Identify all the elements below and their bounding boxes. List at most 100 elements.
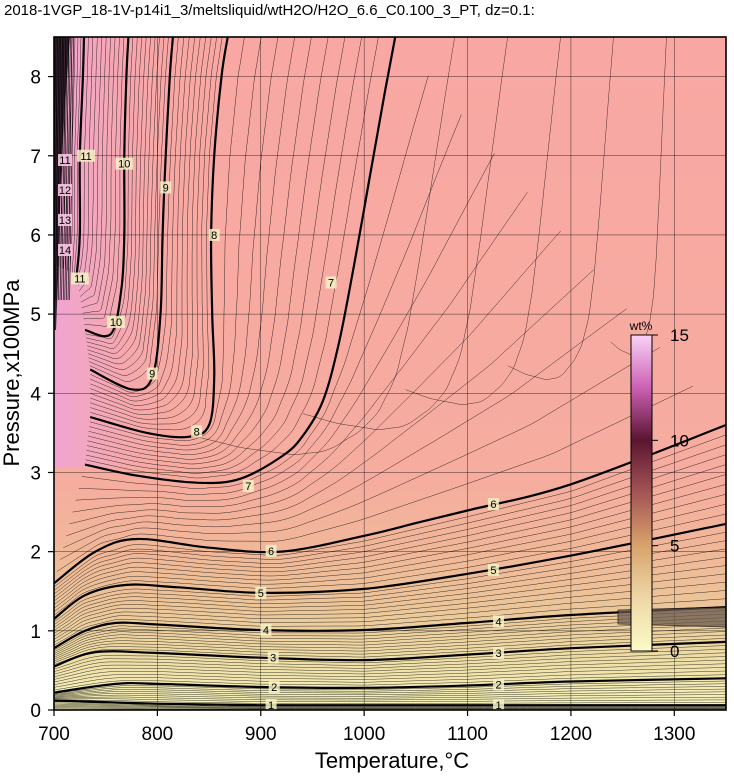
edge-contour [69,37,74,301]
thin-contour [90,37,196,406]
thin-contour [54,696,726,701]
thin-contour [80,37,107,303]
contour-label: 4 [495,616,501,628]
contour-label: 9 [149,369,155,381]
contour-3 [54,640,726,668]
thin-contour [54,702,726,707]
colorbar-tick-label: 5 [670,537,679,556]
thin-contour [86,37,346,469]
edge-contour-label: 14 [59,245,71,257]
edge-label-box [58,214,72,226]
contour-label: 8 [211,230,217,242]
thin-contour [90,37,207,415]
contour-label-box [107,316,126,329]
thin-contour [54,556,726,631]
y-tick-label: 1 [30,622,41,643]
contour-6 [54,423,726,585]
edge-contour [56,37,62,301]
contour-5 [54,522,726,620]
thin-contour [54,704,726,708]
thin-contour [63,308,627,548]
thin-contour [54,613,726,653]
thin-contour [54,565,726,634]
y-tick-label: 8 [30,68,41,89]
thin-contour [54,706,726,709]
thin-contour [83,37,120,320]
contour-label-box [160,181,172,194]
thin-contour [54,691,726,697]
thin-contour [79,37,103,297]
thin-contour [54,620,726,656]
thin-contour [90,37,201,411]
thin-contour [54,683,726,695]
thin-contour [54,590,726,643]
x-axis-ticks: 700 800 900 1000 1100 1200 1300 [38,710,695,745]
thin-contour [54,454,726,595]
contour-1 [54,699,726,707]
contour-label: 2 [495,680,501,692]
thin-contour [82,37,116,314]
contour-label: 1 [495,700,501,712]
contour-label-box [191,425,203,438]
chart-title: 2018-1VGP_18-1V-p14i1_3/meltsliquid/wtH2… [4,2,535,19]
thin-contour [87,37,147,354]
thin-contour [54,627,726,660]
contour-label: 3 [270,653,276,665]
thin-contour [87,37,329,465]
thin-contour [72,192,528,513]
y-axis-ticks: 0 1 2 3 4 5 6 7 8 [30,68,54,722]
contour-label-box [493,646,505,659]
contour-label-box [260,624,272,637]
thin-contour [54,513,726,616]
y-tick-label: 4 [30,384,41,405]
thin-contour [54,548,726,628]
thin-contour [87,37,312,460]
y-tick-label: 2 [30,543,41,564]
contour-label-box [487,498,499,511]
thin-contour [54,699,726,704]
contour-label-box [268,681,280,694]
x-tick-label: 1000 [343,724,385,745]
x-tick-label: 1200 [550,724,592,745]
contour-7 [84,37,397,485]
edge-contour [54,37,60,301]
thin-contour [54,648,726,672]
contour-label: 3 [495,648,501,660]
thin-contour [90,37,223,431]
thin-contour [54,645,726,670]
edge-contour-label: 13 [59,215,71,227]
x-tick-label: 900 [245,724,277,745]
thin-contour [90,37,217,425]
thin-contour [54,652,726,675]
edge-contour-label: 12 [59,185,71,197]
contour-label-box [493,678,505,691]
thin-contour [90,37,179,393]
contour-label-box [77,149,96,162]
thin-contour [79,37,98,292]
contour-label: 9 [163,182,169,194]
thin-contour [69,230,561,525]
thin-contour [200,37,455,455]
contour-label-box [255,586,267,599]
x-tick-label: 700 [38,724,70,745]
contour-label: 10 [118,159,130,171]
contour-label: 7 [245,481,251,493]
edge-contour [61,37,66,301]
contour-label: 4 [263,625,269,637]
thin-contour [54,581,726,640]
thin-contour [85,37,379,479]
contour-label-box [493,699,505,710]
thin-contour [508,37,614,381]
thin-contour [54,610,726,651]
thin-contour [89,37,165,376]
thin-contour [60,347,660,560]
colorbar-ramp [630,334,653,652]
x-tick-label: 800 [142,724,174,745]
thin-contour [54,617,726,654]
edge-label-box [58,154,72,166]
thin-contour [84,37,125,327]
thin-contour [54,670,726,688]
thin-contour [54,493,726,609]
